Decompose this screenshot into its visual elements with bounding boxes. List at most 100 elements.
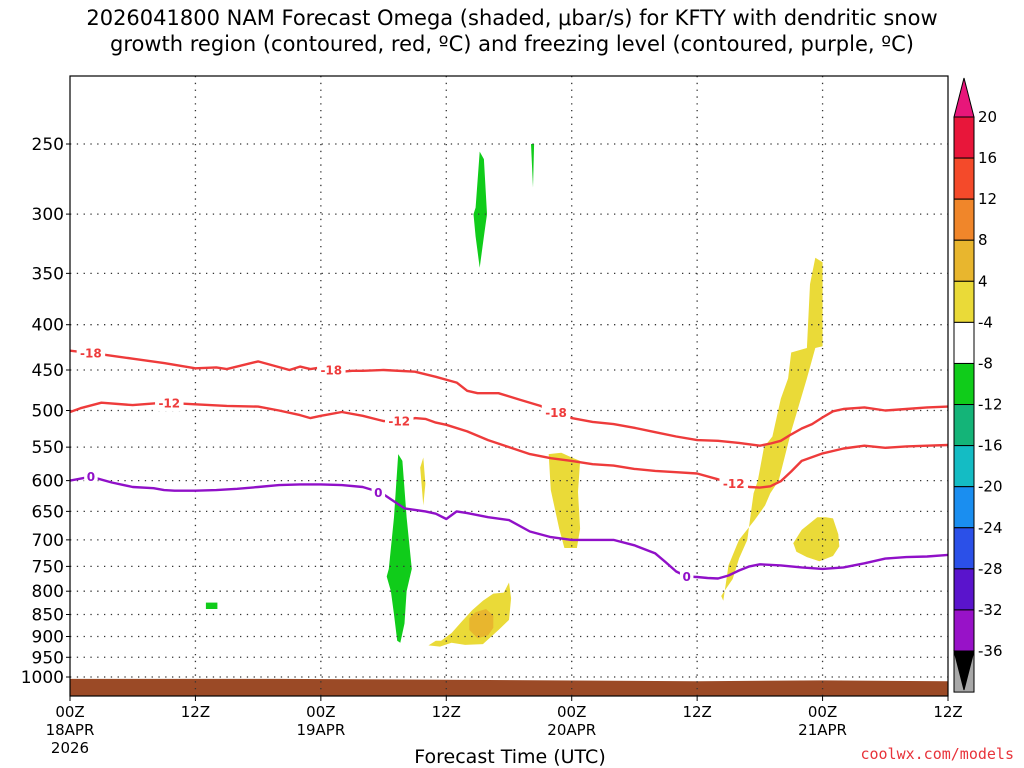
contour-labels: -18 -18 -18 -12 -12 -12 0 0 0 xyxy=(76,345,748,585)
y-axis: 2503003504004505005506006507007508008509… xyxy=(21,135,70,688)
contour-label-0-2: -18 xyxy=(545,406,567,420)
y-tick-label-700: 700 xyxy=(32,531,64,551)
x-tick-label-84: 12Z xyxy=(933,703,962,721)
colorbar-label-11: -28 xyxy=(978,560,1003,578)
contour-label-0-0: -18 xyxy=(80,347,102,361)
ground-surface-shape xyxy=(70,678,948,696)
x-tick-label-48: 00Z xyxy=(557,703,586,721)
chart-title-line1: 2026041800 NAM Forecast Omega (shaded, μ… xyxy=(86,6,938,30)
omega-region-1 xyxy=(469,609,494,639)
colorbar-swatch-11 xyxy=(953,568,975,611)
colorbar-swatch-9 xyxy=(953,486,975,529)
colorbar-bottom-arrow xyxy=(953,650,975,691)
y-tick-label-1000: 1000 xyxy=(21,668,64,688)
y-tick-label-950: 950 xyxy=(32,648,64,668)
contour-label-bg-1-2 xyxy=(719,475,748,492)
y-tick-label-500: 500 xyxy=(32,402,64,422)
colorbar-label-1: 16 xyxy=(978,149,997,167)
y-tick-label-850: 850 xyxy=(32,606,64,626)
contour-line-0 xyxy=(70,349,948,447)
colorbar-label-9: -20 xyxy=(978,478,1003,496)
y-tick-label-800: 800 xyxy=(32,582,64,602)
x-tick-label-12: 12Z xyxy=(181,703,210,721)
colorbar-swatch-3 xyxy=(953,239,975,282)
contour-label-2-2: 0 xyxy=(683,570,691,584)
contour-label-bg-2-0 xyxy=(84,468,98,485)
omega-region-2 xyxy=(548,452,581,548)
contour-label-bg-2-1 xyxy=(371,484,386,501)
colorbar-label-12: -32 xyxy=(978,601,1003,619)
colorbar-label-6: -8 xyxy=(978,354,993,372)
contour-label-bg-0-2 xyxy=(541,404,571,421)
y-tick-label-450: 450 xyxy=(32,361,64,381)
omega-region-5 xyxy=(386,454,412,643)
colorbar-swatch-4 xyxy=(953,280,975,323)
y-tick-label-750: 750 xyxy=(32,557,64,577)
colorbar-swatch-10 xyxy=(953,527,975,570)
contour-label-bg-0-1 xyxy=(317,361,346,378)
y-tick-label-250: 250 xyxy=(32,135,64,155)
colorbar-label-3: 8 xyxy=(978,231,988,249)
y-tick-label-300: 300 xyxy=(32,205,64,225)
omega-region-4 xyxy=(793,517,840,562)
contour-label-bg-1-1 xyxy=(385,413,414,430)
colorbar-swatch-1 xyxy=(953,157,975,200)
x-tick-date-0: 18APR xyxy=(46,721,95,739)
y-tick-label-600: 600 xyxy=(32,472,64,492)
colorbar-label-8: -16 xyxy=(978,437,1003,455)
colorbar-top-arrow xyxy=(953,77,975,118)
omega-region-3 xyxy=(721,257,823,601)
x-tick-date-48: 20APR xyxy=(547,721,596,739)
colorbar-swatch-0 xyxy=(953,116,975,159)
x-tick-label-0: 00Z xyxy=(55,703,84,721)
colorbar-label-7: -12 xyxy=(978,396,1003,414)
x-tick-label-72: 00Z xyxy=(808,703,837,721)
colorbar-swatch-8 xyxy=(953,445,975,488)
colorbar-swatch-7 xyxy=(953,404,975,447)
colorbar-swatch-2 xyxy=(953,198,975,241)
colorbar-label-5: -4 xyxy=(978,313,993,331)
contour-label-1-2: -12 xyxy=(723,477,745,491)
contour-label-bg-2-2 xyxy=(679,568,694,585)
y-tick-label-400: 400 xyxy=(32,316,64,336)
omega-shading-layer xyxy=(205,144,840,647)
contour-label-1-1: -12 xyxy=(388,415,410,429)
contour-line-2 xyxy=(70,475,948,580)
chart-title-line2: growth region (contoured, red, ºC) and f… xyxy=(110,32,914,56)
contour-label-bg-1-0 xyxy=(155,394,184,411)
colorbar: 20 16 12 8 4 -4 -8 -12 -16 -20 -24 -28 -32 -36 xyxy=(953,77,1003,693)
contour-line-1 xyxy=(70,401,948,489)
credit-text: coolwx.com/models xyxy=(860,745,1014,763)
omega-region-8 xyxy=(205,602,218,609)
colorbar-label-0: 20 xyxy=(978,108,997,126)
colorbar-label-2: 12 xyxy=(978,190,997,208)
y-tick-label-550: 550 xyxy=(32,438,64,458)
x-tick-label-24: 00Z xyxy=(306,703,335,721)
contour-label-2-1: 0 xyxy=(374,486,382,500)
y-tick-label-350: 350 xyxy=(32,264,64,284)
contour-label-bg-0-0 xyxy=(76,345,106,362)
x-tick-year-0: 2026 xyxy=(51,739,89,757)
y-tick-label-650: 650 xyxy=(32,502,64,522)
contour-lines xyxy=(70,349,948,580)
x-tick-date-72: 21APR xyxy=(798,721,847,739)
contour-label-1-0: -12 xyxy=(158,396,180,410)
colorbar-label-10: -24 xyxy=(978,519,1003,537)
omega-region-9 xyxy=(420,457,426,506)
x-axis-title: Forecast Time (UTC) xyxy=(414,746,606,768)
contour-label-0-1: -18 xyxy=(320,363,342,377)
plot-frame xyxy=(69,75,949,697)
colorbar-label-4: 4 xyxy=(978,272,988,290)
x-tick-date-24: 19APR xyxy=(296,721,345,739)
y-tick-label-900: 900 xyxy=(32,627,64,647)
contour-label-2-0: 0 xyxy=(87,470,95,484)
colorbar-swatch-6 xyxy=(953,362,975,406)
x-tick-label-36: 12Z xyxy=(432,703,461,721)
omega-region-7 xyxy=(531,144,535,188)
x-tick-label-60: 12Z xyxy=(682,703,711,721)
colorbar-label-13: -36 xyxy=(978,642,1003,660)
omega-region-6 xyxy=(473,151,487,268)
colorbar-swatch-5 xyxy=(953,321,975,364)
